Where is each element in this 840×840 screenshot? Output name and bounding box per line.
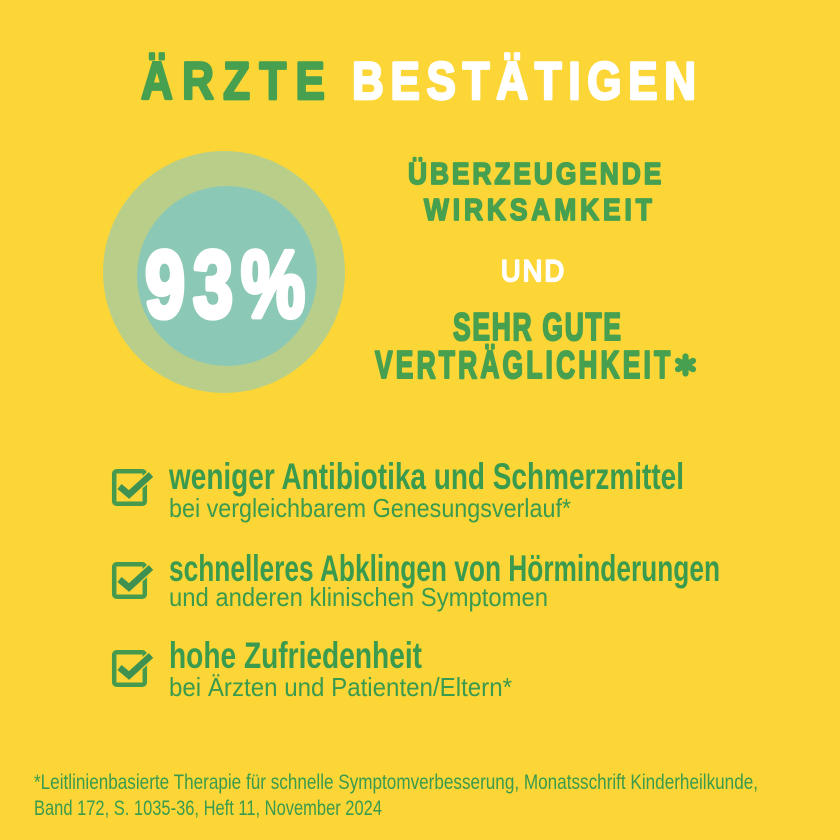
svg-text:*Leitlinienbasierte Therapie f: *Leitlinienbasierte Therapie für schnell… xyxy=(34,771,758,794)
svg-text:VERTRÄGLICHKEIT: VERTRÄGLICHKEIT xyxy=(375,344,670,387)
svg-text:bei Ärzten und Patienten/Elter: bei Ärzten und Patienten/Eltern* xyxy=(169,672,512,702)
svg-text:hohe Zufriedenheit: hohe Zufriedenheit xyxy=(169,635,422,676)
svg-text:SEHR GUTE: SEHR GUTE xyxy=(453,306,621,349)
svg-text:93%: 93% xyxy=(145,231,305,337)
svg-text:WIRKSAMKEIT: WIRKSAMKEIT xyxy=(424,193,652,227)
svg-text:Band 172, S. 1035-36, Heft 11,: Band 172, S. 1035-36, Heft 11, November … xyxy=(34,797,382,820)
svg-text:und anderen klinischen Symptom: und anderen klinischen Symptomen xyxy=(169,582,548,612)
svg-text:ÜBERZEUGENDE: ÜBERZEUGENDE xyxy=(408,156,661,192)
svg-text:BESTÄTIGEN: BESTÄTIGEN xyxy=(352,52,696,111)
svg-text:weniger Antibiotika und Schmer: weniger Antibiotika und Schmerzmittel xyxy=(168,456,684,497)
svg-text:bei vergleichbarem Genesungsve: bei vergleichbarem Genesungsverlauf* xyxy=(169,493,571,523)
svg-text:schnelleres Abklingen von Hörm: schnelleres Abklingen von Hörminderungen xyxy=(169,548,720,589)
svg-text:UND: UND xyxy=(501,255,564,289)
svg-text:ÄRZTE: ÄRZTE xyxy=(141,52,325,111)
